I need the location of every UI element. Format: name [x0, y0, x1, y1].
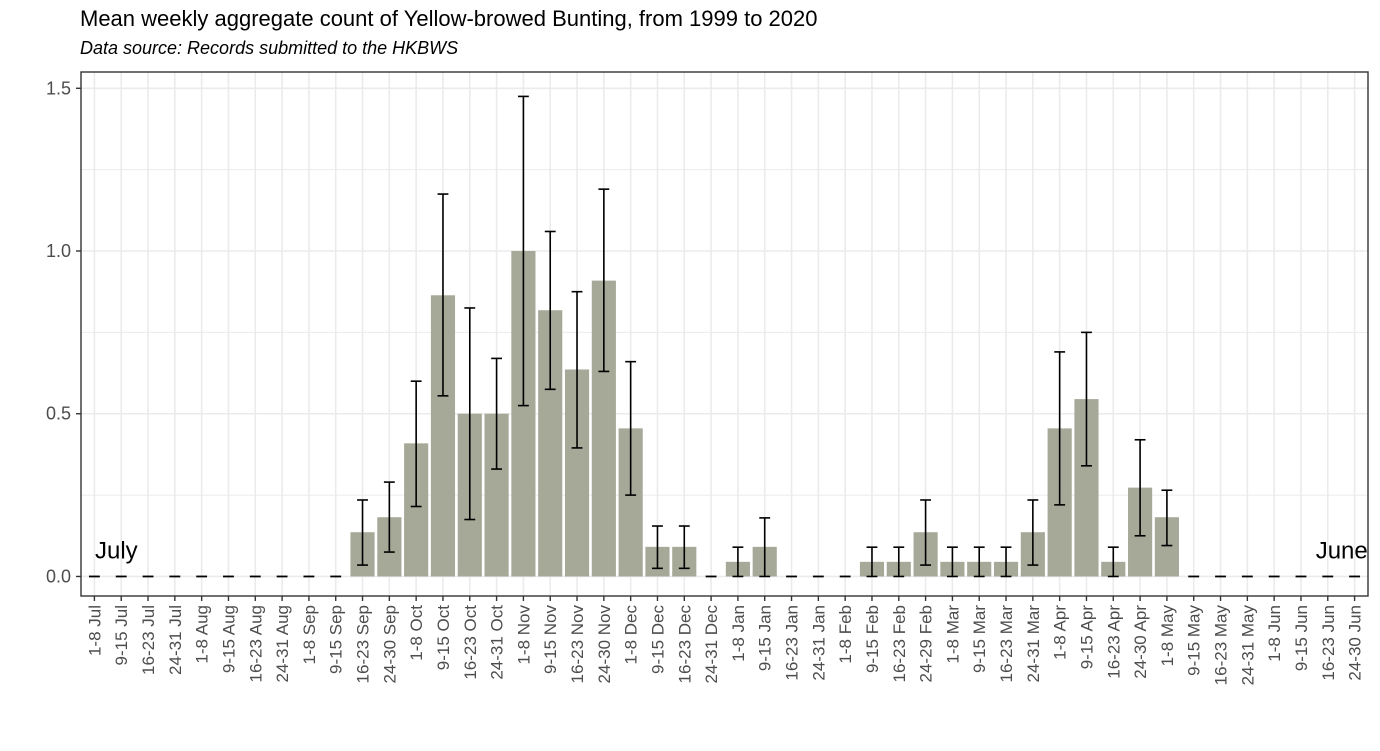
error-bar	[571, 290, 583, 449]
x-tick-label: 16-23 May	[1212, 605, 1231, 686]
x-tick-label: 9-15 Jun	[1292, 605, 1311, 671]
x-tick-label: 1-8 Nov	[514, 605, 533, 665]
error-bar	[625, 360, 637, 496]
x-tick-label: 1-8 Mar	[943, 605, 962, 664]
error-bar	[678, 525, 690, 570]
x-tick-label: 9-15 Feb	[863, 605, 882, 673]
x-tick-label: 24-31 Jul	[166, 605, 185, 675]
error-bar	[464, 307, 476, 521]
error-bar	[437, 193, 449, 397]
x-tick-label: 16-23 Sep	[354, 605, 373, 683]
x-tick-label: 1-8 Dec	[622, 605, 641, 665]
chart-title: Mean weekly aggregate count of Yellow-br…	[80, 6, 818, 31]
grid-layer	[81, 72, 1368, 596]
x-tick-label: 24-30 Sep	[380, 605, 399, 683]
x-tick-label: 24-31 Mar	[1024, 605, 1043, 683]
error-bar	[383, 481, 395, 553]
x-tick-label: 16-23 Jun	[1319, 605, 1338, 681]
y-tick-label: 1.5	[46, 78, 71, 98]
x-tick-label: 24-29 Feb	[917, 605, 936, 683]
x-tick-label: 9-15 May	[1185, 605, 1204, 676]
error-bar	[1000, 546, 1012, 578]
x-tick-label: 16-23 Oct	[461, 605, 480, 680]
x-tick-label: 24-30 Apr	[1131, 605, 1150, 679]
x-tick-label: 1-8 Jun	[1265, 605, 1284, 662]
x-tick-label: 16-23 Dec	[675, 605, 694, 684]
x-tick-label: 1-8 Oct	[407, 605, 426, 661]
error-bar	[598, 188, 610, 373]
y-tick-label: 1.0	[46, 241, 71, 261]
x-tick-label: 24-31 Oct	[488, 605, 507, 680]
error-bar	[759, 517, 771, 578]
chart-subtitle: Data source: Records submitted to the HK…	[80, 38, 459, 58]
x-tick-label: 1-8 Feb	[836, 605, 855, 664]
x-tick-label: 1-8 May	[1158, 605, 1177, 667]
x-tick-label: 1-8 Sep	[300, 605, 319, 665]
x-tick-label: 24-31 Aug	[273, 605, 292, 683]
x-tick-label: 9-15 Aug	[219, 605, 238, 673]
error-bar-layer	[357, 95, 1173, 578]
x-tick-label: 16-23 Mar	[997, 605, 1016, 683]
month-annotation: June	[1316, 537, 1368, 564]
y-tick-label: 0.5	[46, 404, 71, 424]
error-bar	[920, 499, 932, 566]
error-bar	[893, 546, 905, 578]
error-bar	[652, 525, 663, 570]
x-tick-label: 24-30 Nov	[595, 605, 614, 684]
error-bar	[1027, 499, 1039, 566]
month-annotation: July	[95, 537, 138, 564]
x-tick-label: 9-15 Jul	[112, 605, 131, 665]
error-bar	[410, 380, 422, 508]
y-axis: 0.0 0.5 1.0 1.5	[46, 78, 81, 586]
x-tick-label: 24-31 Jan	[809, 605, 828, 681]
error-bar	[732, 546, 744, 578]
x-tick-label: 16-23 Nov	[568, 605, 587, 684]
panel-border	[80, 71, 1369, 597]
error-bar	[946, 546, 958, 578]
error-bar	[1161, 489, 1173, 547]
error-bar	[517, 95, 529, 407]
error-bar	[1107, 546, 1119, 578]
error-bar	[1081, 331, 1092, 467]
annotation-layer: July June	[95, 537, 1368, 564]
error-bar	[1134, 438, 1146, 537]
x-tick-label: 9-15 Dec	[648, 605, 667, 674]
x-tick-label: 9-15 Jan	[756, 605, 775, 671]
error-bar	[1054, 351, 1066, 506]
x-tick-label: 9-15 Apr	[1077, 605, 1096, 670]
error-bar	[544, 230, 556, 391]
error-bar	[357, 499, 368, 566]
x-tick-label: 1-8 Aug	[193, 605, 212, 664]
x-tick-label: 1-8 Apr	[1051, 605, 1070, 660]
x-tick-label: 16-23 Feb	[890, 605, 909, 683]
x-tick-label: 16-23 Jul	[139, 605, 158, 675]
x-tick-label: 9-15 Mar	[970, 605, 989, 673]
error-bar	[866, 546, 878, 578]
x-tick-label: 9-15 Oct	[434, 605, 453, 670]
x-tick-label: 9-15 Sep	[327, 605, 346, 674]
x-tick-label: 24-30 Jun	[1346, 605, 1365, 681]
x-tick-label: 1-8 Jul	[85, 605, 104, 656]
y-tick-label: 0.0	[46, 566, 71, 586]
error-bar	[973, 546, 985, 578]
error-bar	[491, 357, 503, 470]
x-tick-label: 24-31 May	[1238, 605, 1257, 686]
x-tick-label: 9-15 Nov	[541, 605, 560, 674]
x-tick-label: 16-23 Aug	[246, 605, 265, 683]
x-axis: 1-8 Jul 9-15 Jul 16-23 Jul 24-31 Jul 1-8 Aug…	[85, 596, 1365, 686]
x-tick-label: 16-23 Apr	[1104, 605, 1123, 679]
x-tick-label: 1-8 Jan	[729, 605, 748, 662]
x-tick-label: 24-31 Dec	[702, 605, 721, 684]
x-tick-label: 16-23 Jan	[783, 605, 802, 681]
